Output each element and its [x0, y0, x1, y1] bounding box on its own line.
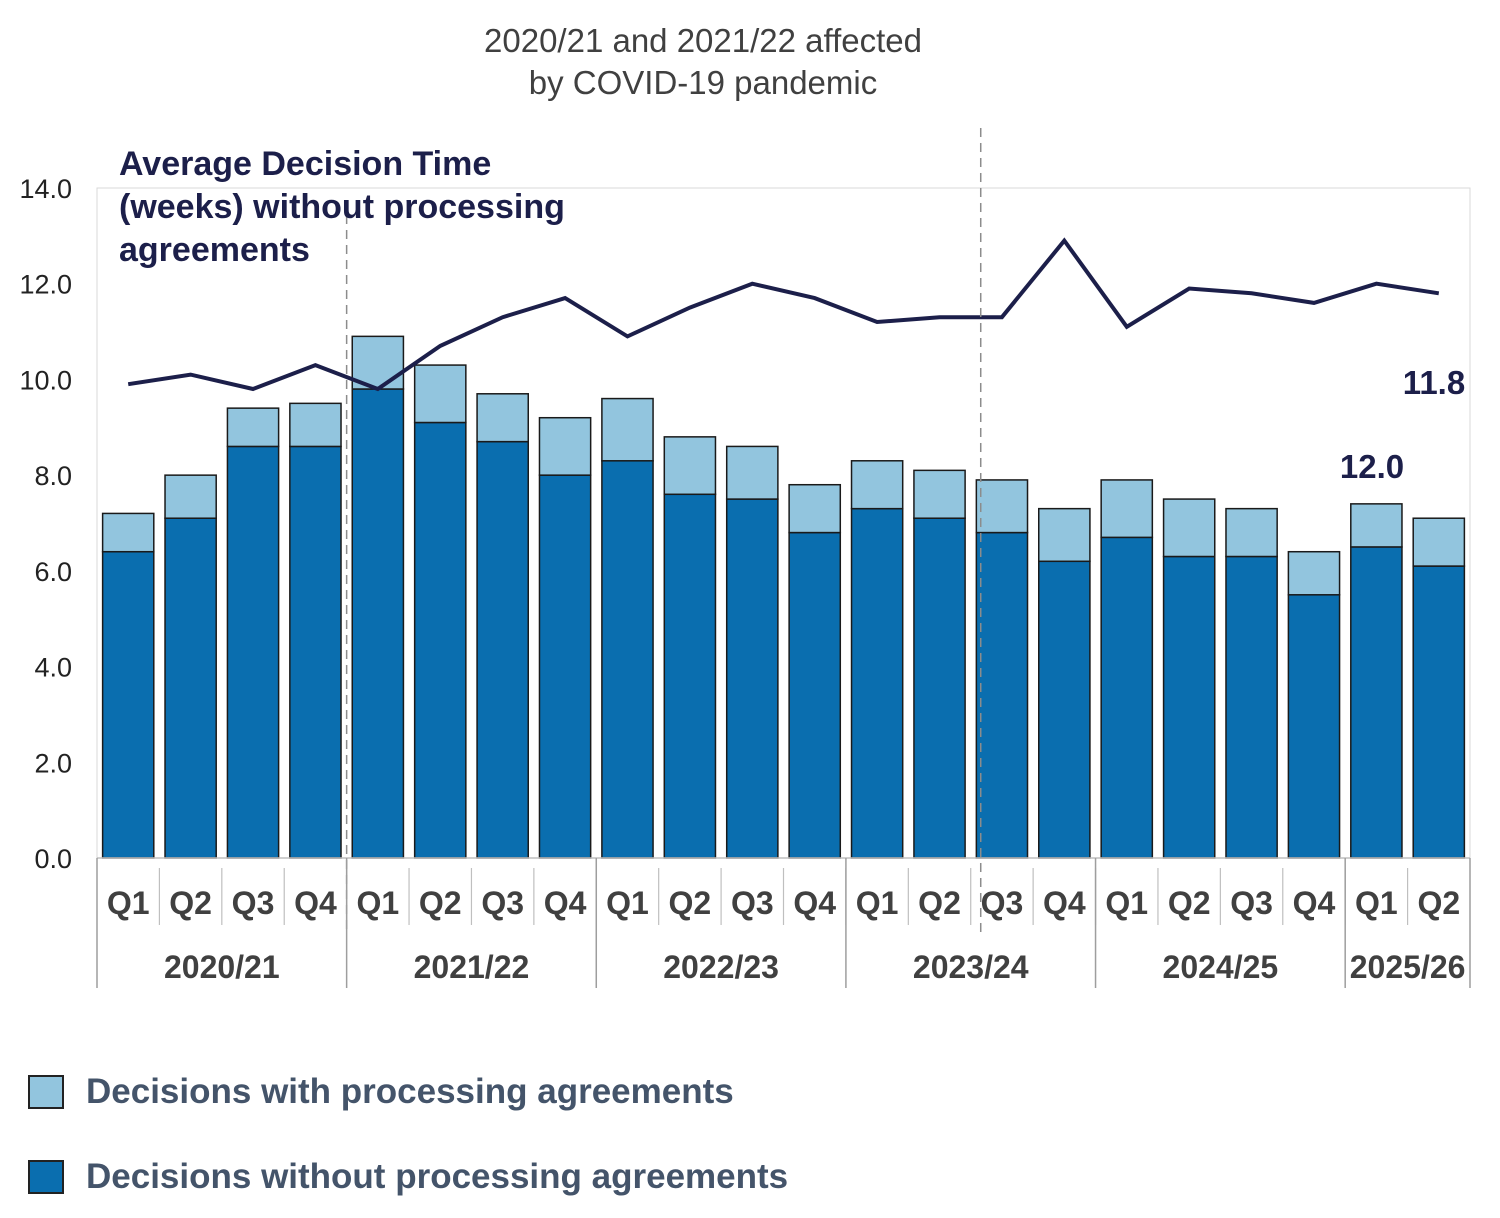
bar-without-agreements [913, 517, 966, 859]
legend-label-with-agreements: Decisions with processing agreements [86, 1072, 734, 1111]
x-tick-label: Q4 [544, 885, 587, 921]
bar-with-agreements [164, 474, 217, 519]
bar-with-agreements [1100, 479, 1154, 539]
bar-with-agreements [538, 416, 592, 476]
x-tick-label: Q1 [1105, 885, 1148, 921]
bar-with-agreements [601, 397, 654, 462]
bar-with-agreements [476, 393, 529, 443]
x-tick-label: Q1 [1355, 885, 1398, 921]
bar-without-agreements [101, 550, 155, 859]
y-tick-label: 6.0 [34, 557, 72, 587]
x-tick-label: Q4 [1293, 885, 1336, 921]
bar-with-agreements [850, 460, 904, 510]
bar-without-agreements [788, 531, 842, 859]
bar-with-agreements [1225, 507, 1278, 558]
bar-with-agreements [725, 445, 779, 500]
avg-decision-time-line [127, 237, 1440, 392]
y-tick-label: 8.0 [34, 461, 72, 491]
year-group-label: 2024/25 [1163, 949, 1279, 985]
bar-without-agreements [289, 445, 342, 859]
bar-without-agreements [476, 440, 529, 859]
x-tick-label: Q1 [606, 885, 649, 921]
bar-without-agreements [1100, 536, 1154, 859]
x-tick-label: Q2 [1417, 885, 1460, 921]
x-tick-label: Q2 [1168, 885, 1211, 921]
bar-with-agreements [413, 364, 467, 424]
y-tick-label: 14.0 [19, 174, 72, 204]
y-tick-label: 2.0 [34, 748, 72, 778]
x-tick-label: Q1 [356, 885, 399, 921]
x-tick-label: Q4 [1043, 885, 1086, 921]
year-group-label: 2021/22 [414, 949, 530, 985]
bar-without-agreements [538, 474, 592, 859]
bar-with-agreements [1350, 503, 1403, 548]
bar-without-agreements [413, 421, 467, 859]
line-end-label-prev: 12.0 [1340, 448, 1404, 485]
bar-without-agreements [1287, 594, 1341, 859]
year-group-label: 2025/26 [1350, 949, 1466, 985]
bar-without-agreements [663, 493, 717, 859]
x-tick-label: Q3 [981, 885, 1024, 921]
bar-with-agreements [226, 407, 280, 448]
legend-item-without-agreements: Decisions without processing agreements [28, 1157, 788, 1197]
line-series-label: Average Decision Time [119, 145, 491, 183]
covid-annotation: by COVID-19 pandemic [529, 64, 877, 101]
bar-without-agreements [850, 507, 904, 859]
bar-without-agreements [1162, 555, 1216, 859]
bar-without-agreements [601, 460, 654, 859]
line-end-label-last: 11.8 [1403, 364, 1465, 401]
x-tick-label: Q2 [169, 885, 212, 921]
bar-without-agreements [164, 517, 217, 859]
bar-without-agreements [1225, 555, 1278, 859]
y-tick-label: 10.0 [19, 365, 72, 395]
y-tick-label: 12.0 [19, 270, 72, 300]
chart-svg: 0.0 2.0 4.0 6.0 8.0 10.0 12.0 14.0 2020/21 and 2… [19, 22, 1471, 988]
x-tick-label: Q4 [294, 885, 337, 921]
bar-without-agreements [725, 498, 779, 859]
bar-with-agreements [913, 469, 966, 519]
bar-with-agreements [788, 483, 842, 534]
y-tick-label: 4.0 [34, 653, 72, 683]
bar-without-agreements [351, 388, 405, 859]
x-tick-label: Q3 [232, 885, 275, 921]
bar-without-agreements [1350, 546, 1403, 859]
bar-with-agreements [1162, 498, 1216, 558]
x-tick-label: Q1 [107, 885, 150, 921]
bar-without-agreements [1412, 565, 1466, 859]
bar-with-agreements [289, 402, 342, 448]
x-tick-label: Q2 [918, 885, 961, 921]
legend-swatch-without-agreements [28, 1160, 64, 1194]
x-tick-label: Q3 [731, 885, 774, 921]
bar-without-agreements [226, 445, 280, 859]
bar-with-agreements [101, 512, 155, 553]
x-tick-label: Q2 [669, 885, 712, 921]
year-group-label: 2022/23 [663, 949, 779, 985]
covid-annotation: 2020/21 and 2021/22 affected [484, 22, 922, 59]
x-tick-label: Q3 [1230, 885, 1273, 921]
line-series-label: (weeks) without processing [119, 188, 565, 226]
y-tick-label: 0.0 [34, 844, 72, 874]
bar-with-agreements [663, 436, 717, 496]
year-group-label: 2020/21 [164, 949, 280, 985]
bar-with-agreements [1287, 550, 1341, 596]
x-tick-label: Q2 [419, 885, 462, 921]
bar-with-agreements [1038, 507, 1091, 563]
x-tick-label: Q1 [856, 885, 899, 921]
legend-label-without-agreements: Decisions without processing agreements [86, 1157, 789, 1196]
bar-with-agreements [975, 479, 1029, 534]
bar-with-agreements [1412, 517, 1466, 567]
line-series-label: agreements [119, 231, 310, 269]
legend-item-with-agreements: Decisions with processing agreements [28, 1072, 734, 1112]
x-tick-label: Q4 [793, 885, 836, 921]
x-tick-label: Q3 [481, 885, 524, 921]
bar-without-agreements [975, 531, 1029, 859]
year-group-label: 2023/24 [913, 949, 1029, 985]
legend-swatch-with-agreements [28, 1075, 64, 1109]
bar-without-agreements [1038, 560, 1091, 859]
